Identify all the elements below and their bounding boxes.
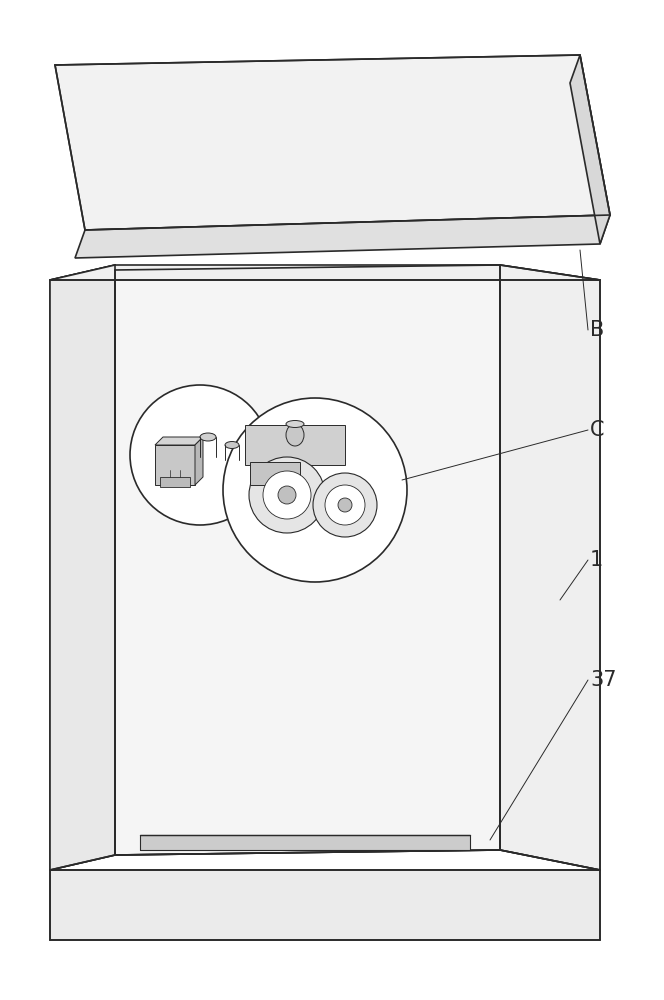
Ellipse shape: [286, 420, 304, 428]
Circle shape: [249, 457, 325, 533]
Circle shape: [263, 471, 311, 519]
Circle shape: [338, 498, 352, 512]
Polygon shape: [75, 215, 610, 258]
Ellipse shape: [200, 433, 216, 441]
Polygon shape: [155, 437, 203, 445]
Ellipse shape: [286, 424, 304, 446]
Circle shape: [313, 473, 377, 537]
Polygon shape: [50, 265, 115, 870]
Text: 37: 37: [590, 670, 616, 690]
Polygon shape: [250, 462, 300, 485]
Polygon shape: [570, 55, 610, 244]
Polygon shape: [115, 265, 500, 855]
Polygon shape: [115, 850, 500, 855]
Circle shape: [278, 486, 296, 504]
Ellipse shape: [225, 442, 239, 448]
Polygon shape: [155, 445, 195, 485]
Text: 1: 1: [590, 550, 604, 570]
Polygon shape: [195, 437, 203, 485]
Circle shape: [223, 398, 407, 582]
Polygon shape: [50, 265, 600, 280]
Polygon shape: [500, 265, 600, 870]
Polygon shape: [55, 55, 610, 230]
Polygon shape: [50, 870, 600, 940]
Text: C: C: [590, 420, 604, 440]
Circle shape: [325, 485, 365, 525]
Text: B: B: [590, 320, 604, 340]
Circle shape: [130, 385, 270, 525]
Polygon shape: [160, 477, 190, 487]
Polygon shape: [140, 835, 470, 850]
Polygon shape: [245, 425, 345, 465]
